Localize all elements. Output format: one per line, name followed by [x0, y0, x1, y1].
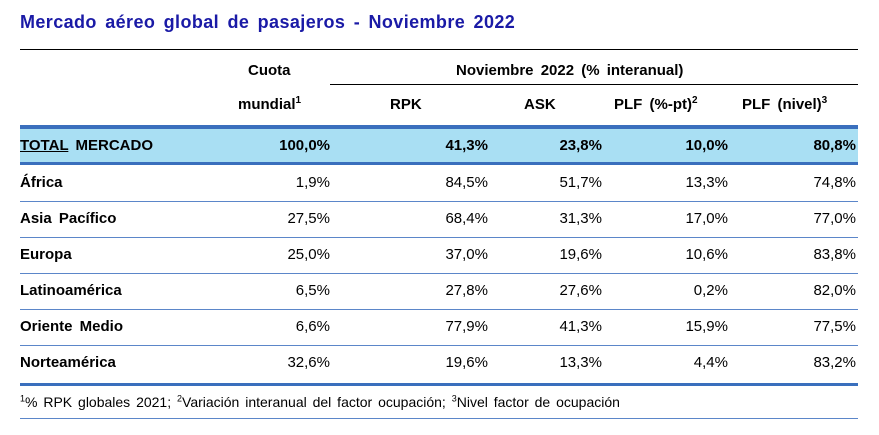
header-share-line1: Cuota — [248, 62, 291, 79]
total-name-rest: MERCADO — [75, 137, 154, 154]
row-divider — [20, 309, 858, 310]
region-plf-level: 83,2% — [813, 354, 856, 371]
table-row: Asia Pacífico 27,5% 68,4% 31,3% 17,0% 77… — [20, 201, 858, 237]
footnote-bottom-rule — [20, 418, 858, 419]
region-share: 27,5% — [287, 210, 330, 227]
region-rpk: 37,0% — [445, 246, 488, 263]
region-share: 25,0% — [287, 246, 330, 263]
row-divider — [20, 237, 858, 238]
header-plf-level-label: PLF (nivel) — [742, 96, 822, 113]
region-plf-level: 82,0% — [813, 282, 856, 299]
table-row: África 1,9% 84,5% 51,7% 13,3% 74,8% — [20, 165, 858, 201]
header-rpk: RPK — [390, 96, 422, 113]
region-name: Europa — [20, 246, 72, 263]
region-share: 1,9% — [295, 174, 330, 191]
region-plf-pt: 0,2% — [693, 282, 728, 299]
region-rpk: 27,8% — [445, 282, 488, 299]
region-ask: 41,3% — [559, 318, 602, 335]
region-ask: 27,6% — [559, 282, 602, 299]
region-ask: 13,3% — [559, 354, 602, 371]
region-name: África — [20, 174, 63, 191]
region-ask: 19,6% — [559, 246, 602, 263]
total-row-name: TOTAL MERCADO — [20, 129, 153, 162]
region-plf-level: 77,5% — [813, 318, 856, 335]
total-rpk: 41,3% — [445, 137, 488, 154]
region-share: 32,6% — [287, 354, 330, 371]
total-row: TOTAL MERCADO 100,0% 41,3% 23,8% 10,0% 8… — [20, 129, 858, 165]
region-name: Latinoamérica — [20, 282, 122, 299]
region-plf-level: 77,0% — [813, 210, 856, 227]
header-plf-pt: PLF (%-pt)2 — [614, 95, 698, 114]
region-plf-level: 83,8% — [813, 246, 856, 263]
region-ask: 51,7% — [559, 174, 602, 191]
total-share: 100,0% — [279, 137, 330, 154]
table-row: Oriente Medio 6,6% 77,9% 41,3% 15,9% 77,… — [20, 309, 858, 345]
table-row: Norteamérica 32,6% 19,6% 13,3% 4,4% 83,2… — [20, 345, 858, 381]
region-rpk: 68,4% — [445, 210, 488, 227]
total-plf-pt: 10,0% — [685, 137, 728, 154]
footnote-text-2: Variación interanual del factor ocupació… — [182, 394, 452, 410]
table-title: Mercado aéreo global de pasajeros - Novi… — [20, 12, 516, 32]
row-divider — [20, 273, 858, 274]
header-group-label: Noviembre 2022 (% interanual) — [456, 62, 684, 79]
header-group-divider — [330, 84, 858, 85]
table-bottom-rule — [20, 383, 858, 386]
header-share-line2: mundial1 — [238, 95, 302, 114]
region-rpk: 19,6% — [445, 354, 488, 371]
footnote: 1% RPK globales 2021; 2Variación interan… — [20, 394, 620, 410]
row-divider — [20, 345, 858, 346]
header-plf-pt-label: PLF (%-pt) — [614, 96, 692, 113]
region-plf-pt: 17,0% — [685, 210, 728, 227]
total-plf-level: 80,8% — [813, 137, 856, 154]
total-ask: 23,8% — [559, 137, 602, 154]
footnote-sup-3: 3 — [451, 393, 457, 404]
region-plf-pt: 4,4% — [693, 354, 728, 371]
region-share: 6,6% — [295, 318, 330, 335]
row-divider — [20, 201, 858, 202]
total-name-underlined: TOTAL — [20, 137, 69, 154]
footnote-sup-2: 2 — [177, 393, 183, 404]
header-plf-level-sup: 3 — [821, 95, 828, 106]
region-share: 6,5% — [295, 282, 330, 299]
footnote-sup-1: 1 — [20, 393, 26, 404]
header-share-label: mundial — [238, 96, 296, 113]
header-plf-level: PLF (nivel)3 — [742, 95, 828, 114]
region-name: Norteamérica — [20, 354, 116, 371]
header-share-sup: 1 — [295, 95, 302, 106]
region-rpk: 77,9% — [445, 318, 488, 335]
title-divider — [20, 49, 858, 50]
region-plf-pt: 10,6% — [685, 246, 728, 263]
header-bottom-rule — [20, 125, 858, 129]
table-row: Europa 25,0% 37,0% 19,6% 10,6% 83,8% — [20, 237, 858, 273]
footnote-text-3: Nivel factor de ocupación — [456, 394, 620, 410]
region-plf-level: 74,8% — [813, 174, 856, 191]
region-plf-pt: 13,3% — [685, 174, 728, 191]
header-ask: ASK — [524, 96, 556, 113]
region-name: Oriente Medio — [20, 318, 124, 335]
region-plf-pt: 15,9% — [685, 318, 728, 335]
region-name: Asia Pacífico — [20, 210, 117, 227]
table-row: Latinoamérica 6,5% 27,8% 27,6% 0,2% 82,0… — [20, 273, 858, 309]
total-bottom-rule — [20, 162, 858, 165]
footnote-text-1: % RPK globales 2021; — [25, 394, 177, 410]
header-plf-pt-sup: 2 — [691, 95, 698, 106]
region-ask: 31,3% — [559, 210, 602, 227]
total-row-band — [20, 129, 858, 162]
region-rpk: 84,5% — [445, 174, 488, 191]
